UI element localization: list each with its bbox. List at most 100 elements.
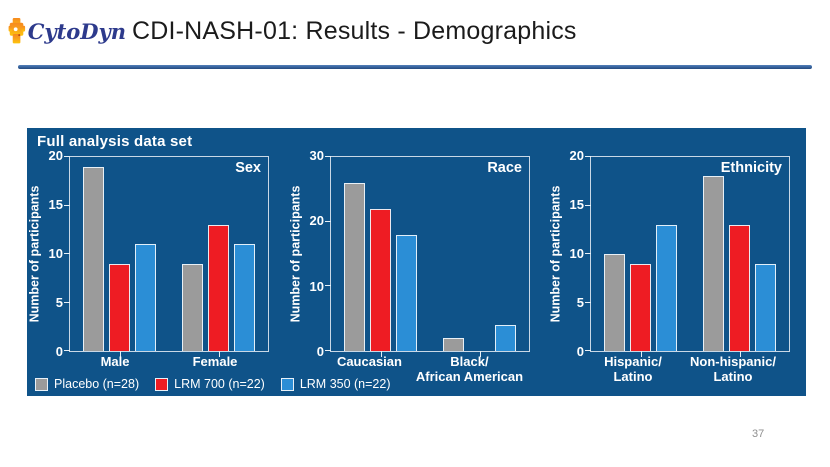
legend-item: Placebo (n=28) [35, 377, 139, 391]
plot-area: Race [325, 156, 530, 357]
y-tick-label: 10 [569, 246, 584, 261]
bar-group [443, 157, 516, 351]
bar-groups [331, 157, 529, 351]
legend-item: LRM 700 (n=22) [155, 377, 265, 391]
y-tick-mark [585, 350, 591, 351]
y-tick-label: 15 [569, 197, 584, 212]
bar-groups [591, 157, 789, 351]
chart-title: Sex [235, 160, 261, 176]
y-axis-ticks: 0 5 10 15 20 [562, 148, 588, 359]
chart-race: Number of participants 0 10 20 30 Race Caucasi… [288, 148, 532, 392]
y-axis-ticks: 0 5 10 15 20 [41, 148, 67, 359]
bar-group [344, 157, 417, 351]
y-tick-label: 20 [309, 213, 324, 229]
bar [182, 263, 203, 351]
y-tick-label: 0 [316, 344, 324, 359]
plot-area: Sex [64, 156, 269, 357]
panel-title: Full analysis data set [37, 133, 193, 150]
y-tick-label: 15 [48, 197, 63, 212]
y-tick-mark [64, 350, 70, 351]
x-category-label: Hispanic/ Latino [604, 354, 662, 384]
bar-group [604, 157, 677, 351]
chart-title: Ethnicity [720, 160, 782, 176]
y-tick-mark [325, 156, 331, 157]
header-divider [18, 65, 812, 69]
y-tick-mark [585, 301, 591, 303]
cytodyn-logo-icon [8, 18, 26, 44]
page-title: CDI-NASH-01: Results - Demographics [132, 16, 577, 45]
charts-panel: Full analysis data set Number of partici… [27, 128, 806, 396]
bar [495, 325, 516, 351]
chart-title: Race [487, 160, 522, 176]
y-tick-label: 20 [48, 148, 63, 163]
x-category-label: Caucasian [336, 354, 402, 369]
y-tick-mark [325, 350, 331, 351]
bar-groups [70, 157, 268, 351]
bar [703, 176, 724, 351]
y-tick-mark [585, 156, 591, 157]
bar [234, 244, 255, 351]
y-tick-label: 0 [55, 344, 63, 359]
y-tick-mark [64, 301, 70, 303]
x-tick-mark [479, 351, 481, 357]
y-tick-mark [585, 253, 591, 254]
x-category-label: Black/ African American [415, 354, 524, 384]
x-tick-mark [640, 351, 642, 357]
bar [370, 208, 391, 351]
legend-label: Placebo (n=28) [54, 377, 140, 391]
cytodyn-logo: CytoDyn [8, 8, 126, 54]
y-tick-mark [64, 156, 70, 157]
charts-container: Number of participants 0 5 10 15 20 Sex Male Fem… [27, 128, 806, 396]
y-tick-label: 5 [55, 295, 63, 310]
bar [135, 244, 156, 351]
y-tick-mark [325, 285, 331, 287]
y-tick-mark [325, 220, 331, 222]
x-tick-mark [119, 351, 121, 357]
x-category-label: Female [192, 354, 238, 369]
y-tick-label: 30 [309, 148, 324, 163]
x-tick-mark [380, 351, 382, 357]
legend-item: LRM 350 (n=22) [280, 377, 391, 391]
y-tick-mark [64, 204, 70, 206]
bar [344, 182, 365, 351]
legend-label: LRM 700 (n=22) [174, 377, 265, 391]
x-axis-labels: Male Female [69, 354, 269, 369]
legend: Placebo (n=28) LRM 700 (n=22) LRM 350 (n=2… [35, 377, 391, 391]
y-axis-ticks: 0 10 20 30 [302, 148, 328, 359]
y-tick-mark [64, 253, 70, 254]
y-tick-label: 0 [576, 344, 584, 359]
bar [656, 224, 677, 351]
y-axis-label-text: Number of participants [288, 185, 303, 323]
bar [109, 263, 130, 351]
bar [208, 224, 229, 351]
legend-label: LRM 350 (n=22) [299, 377, 391, 391]
plot-area: Ethnicity [585, 156, 790, 357]
bar [443, 338, 464, 351]
chart-sex: Number of participants 0 5 10 15 20 Sex Male Fem… [27, 148, 271, 392]
bar [83, 166, 104, 351]
x-axis-labels: Caucasian Black/ African American [330, 354, 530, 384]
legend-swatch [35, 377, 48, 391]
bar [604, 254, 625, 351]
y-tick-label: 20 [569, 148, 584, 163]
bar [755, 263, 776, 351]
bar [729, 224, 750, 351]
y-tick-label: 10 [309, 278, 324, 294]
cytodyn-logo-text: CytoDyn [27, 18, 126, 44]
slide-header: CytoDyn CDI-NASH-01: Results - Demograph… [8, 8, 577, 54]
x-category-label: Male [100, 354, 130, 369]
x-category-label: Non-hispanic/ Latino [689, 354, 776, 384]
y-tick-label: 5 [576, 295, 584, 310]
bar [630, 263, 651, 351]
chart-ethnicity: Number of participants 0 5 10 15 20 Ethnicity H… [548, 148, 792, 392]
bar [396, 234, 417, 351]
legend-swatch [280, 377, 294, 391]
x-axis-labels: Hispanic/ Latino Non-hispanic/ Latino [590, 354, 790, 384]
legend-swatch [155, 377, 169, 391]
y-tick-label: 10 [48, 246, 63, 261]
x-tick-mark [739, 351, 741, 357]
bar-group [182, 157, 255, 351]
y-tick-mark [585, 204, 591, 206]
page-number: 37 [752, 428, 765, 440]
